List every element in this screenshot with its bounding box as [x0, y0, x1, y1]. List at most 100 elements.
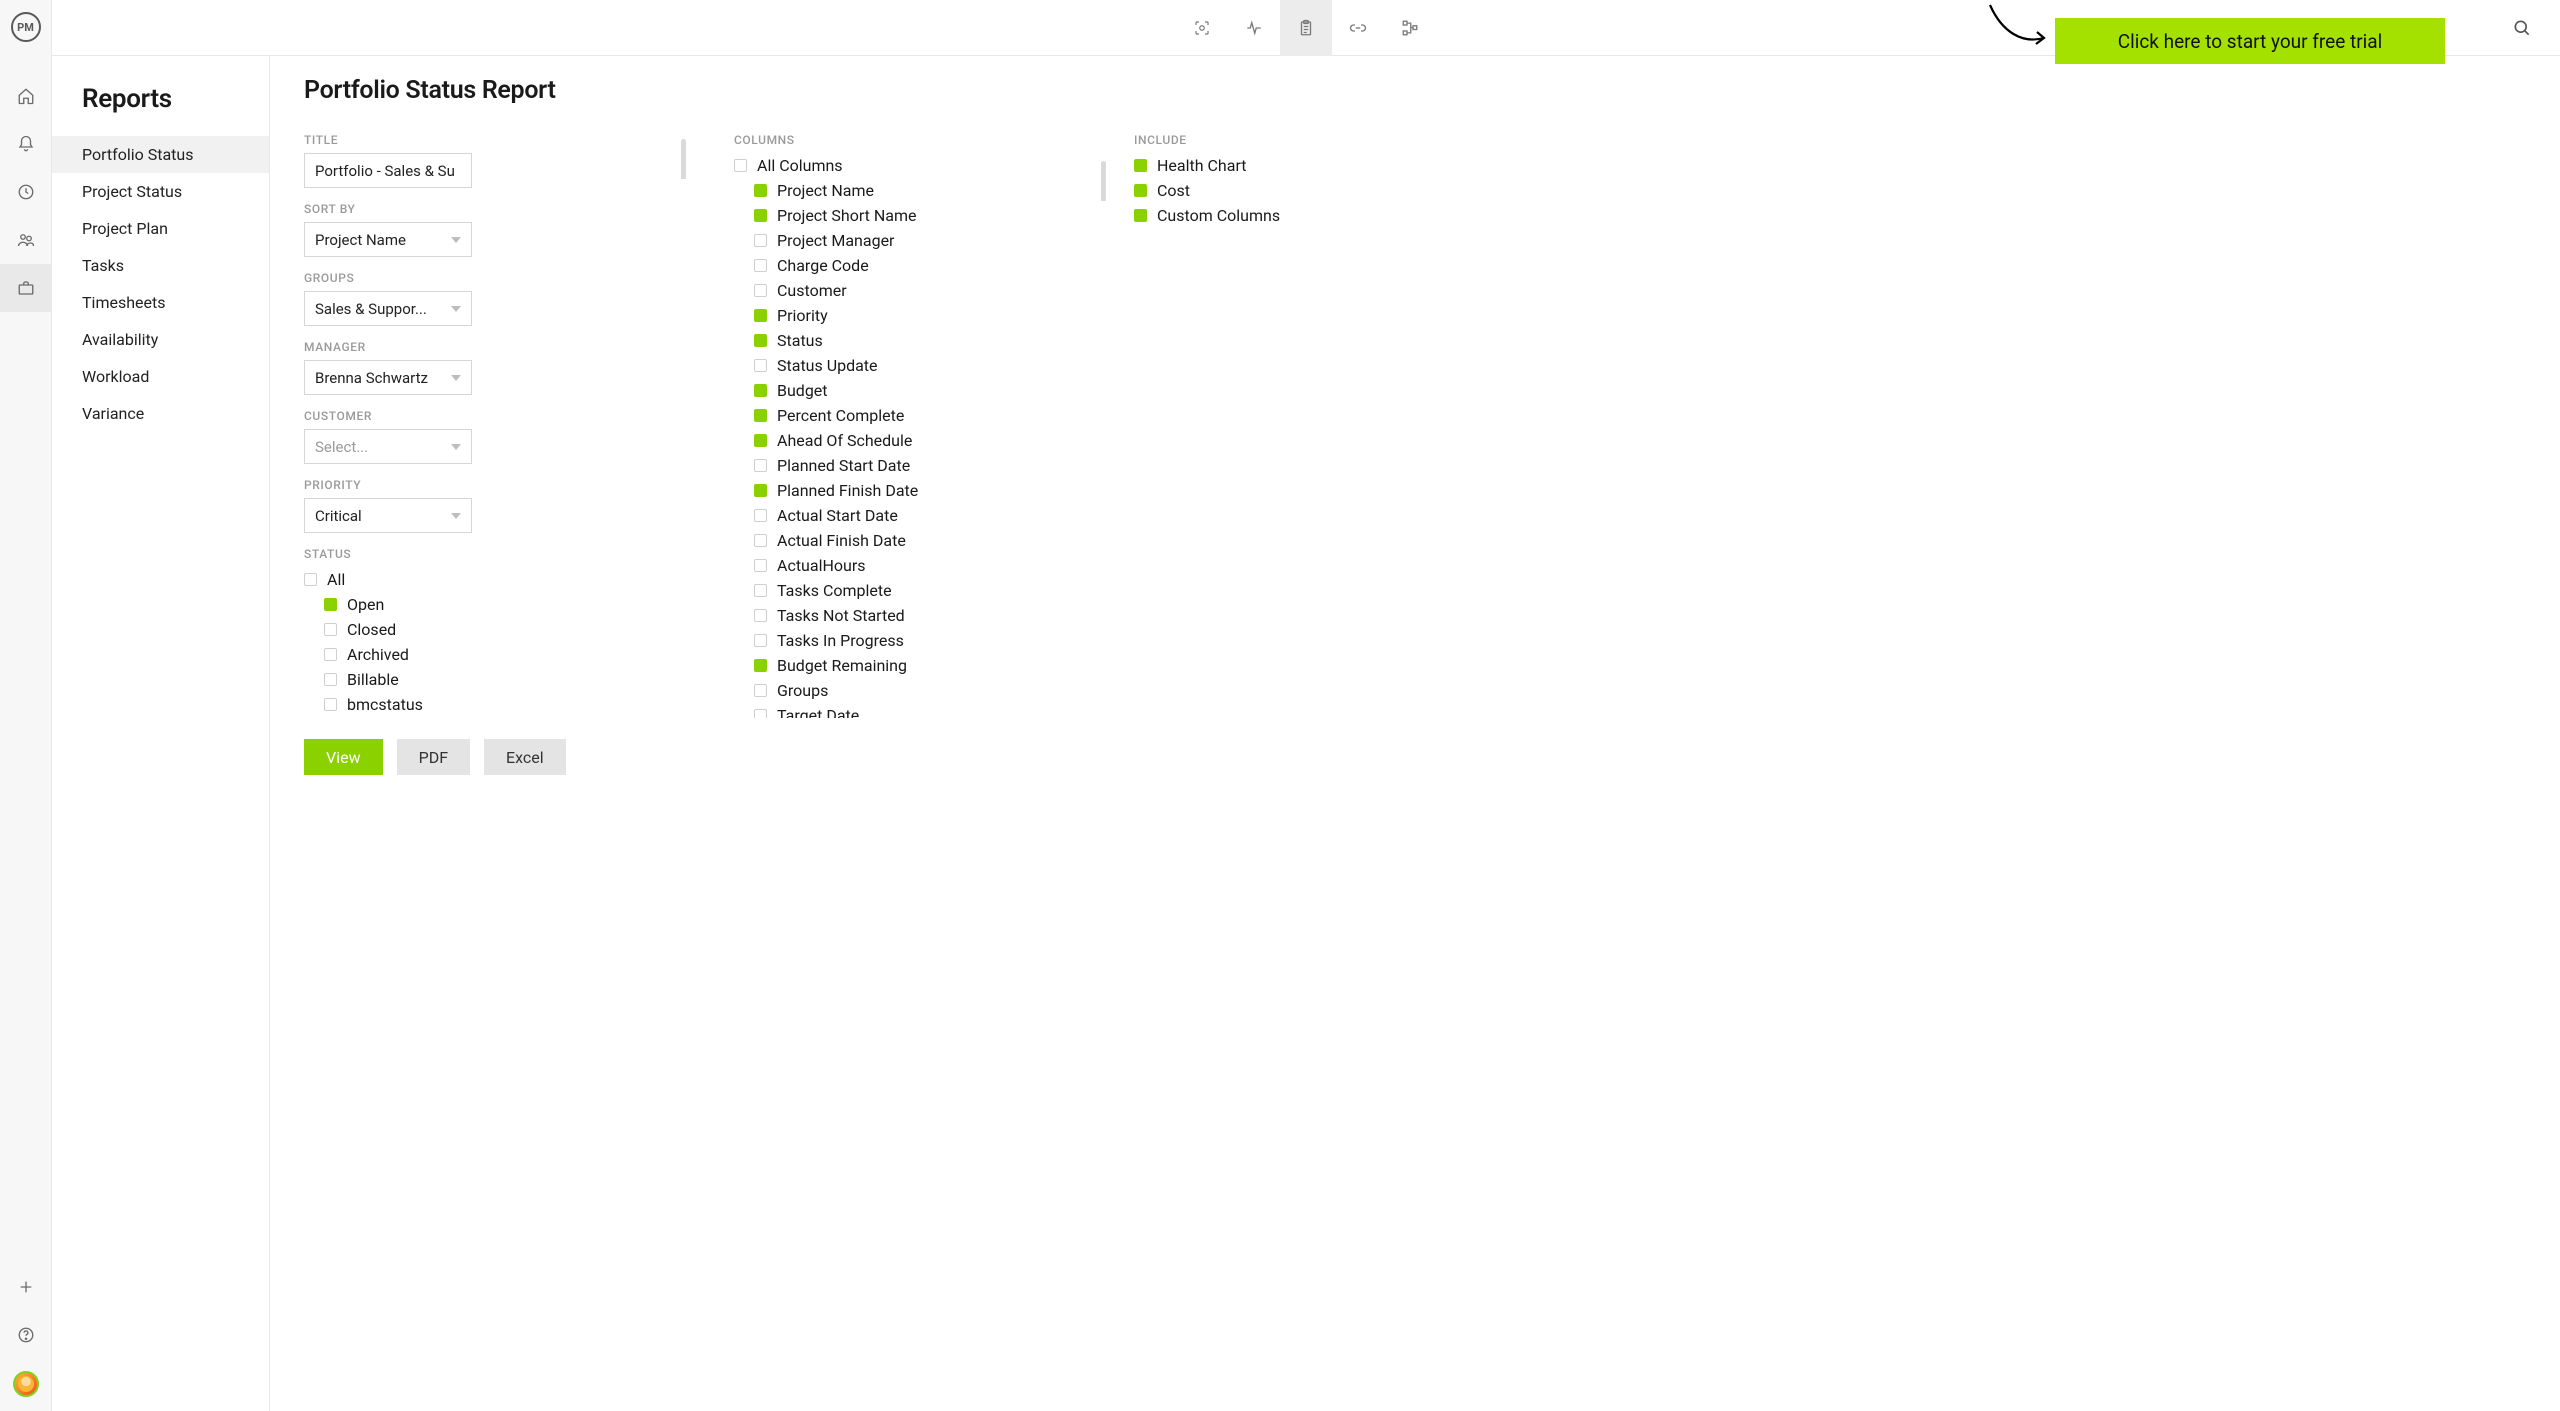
groups-select[interactable]: Sales & Suppor...	[304, 291, 472, 326]
sidebar-item[interactable]: Tasks	[52, 247, 269, 284]
scan-icon[interactable]	[1176, 0, 1228, 56]
checkbox-label: Percent Complete	[777, 406, 904, 425]
checkbox-row[interactable]: Status Update	[734, 353, 1094, 378]
excel-button[interactable]: Excel	[484, 739, 566, 775]
manager-select[interactable]: Brenna Schwartz	[304, 360, 472, 395]
activity-icon[interactable]	[1228, 0, 1280, 56]
checkbox-row[interactable]: Priority	[734, 303, 1094, 328]
checkbox-row[interactable]: Budget Remaining	[734, 653, 1094, 678]
checkbox-row[interactable]: Health Chart	[1134, 153, 1394, 178]
checkbox-label: Planned Start Date	[777, 456, 910, 475]
bell-icon[interactable]	[0, 120, 52, 168]
checkbox-row[interactable]: Archived	[304, 642, 684, 667]
checkbox-row[interactable]: Billable	[304, 667, 684, 692]
checkbox-label: All	[327, 570, 345, 589]
include-panel: INCLUDE Health ChartCostCustom Columns	[1134, 133, 1394, 775]
checkbox-label: Billable	[347, 670, 399, 689]
checkbox-row[interactable]: Project Manager	[734, 228, 1094, 253]
customer-select[interactable]: Select...	[304, 429, 472, 464]
flow-icon[interactable]	[1384, 0, 1436, 56]
checkbox-label: Budget	[777, 381, 828, 400]
checkbox-label: Closed	[347, 620, 396, 639]
checkbox-label: Tasks Not Started	[777, 606, 905, 625]
checkbox-label: Charge Code	[777, 256, 869, 275]
link-icon[interactable]	[1332, 0, 1384, 56]
checkbox-row[interactable]: Open	[304, 592, 684, 617]
checkbox-row[interactable]: Tasks In Progress	[734, 628, 1094, 653]
checkbox-row[interactable]: All Columns	[734, 153, 1094, 178]
home-icon[interactable]	[0, 72, 52, 120]
checkbox-label: Groups	[777, 681, 828, 700]
sidebar-item[interactable]: Project Status	[52, 173, 269, 210]
checkbox-row[interactable]: Planned Start Date	[734, 453, 1094, 478]
checkbox-row[interactable]: Closed	[304, 617, 684, 642]
checkbox-label: Priority	[777, 306, 828, 325]
clipboard-icon[interactable]	[1280, 0, 1332, 56]
people-icon[interactable]	[0, 216, 52, 264]
chevron-down-icon	[451, 237, 461, 243]
checkbox-icon	[754, 384, 767, 397]
checkbox-icon	[1134, 184, 1147, 197]
checkbox-row[interactable]: Project Short Name	[734, 203, 1094, 228]
plus-icon[interactable]	[0, 1263, 52, 1311]
checkbox-row[interactable]: Planned Finish Date	[734, 478, 1094, 503]
checkbox-row[interactable]: bmcstatus	[304, 692, 684, 717]
priority-label: PRIORITY	[304, 478, 684, 492]
sidebar-item[interactable]: Workload	[52, 358, 269, 395]
help-icon[interactable]	[0, 1311, 52, 1359]
reports-sidebar: Reports Portfolio StatusProject StatusPr…	[52, 0, 270, 1411]
sidebar-item[interactable]: Project Plan	[52, 210, 269, 247]
action-buttons: View PDF Excel	[304, 739, 684, 775]
sidebar-item[interactable]: Availability	[52, 321, 269, 358]
checkbox-row[interactable]: Custom Columns	[1134, 203, 1394, 228]
main-content: Portfolio Status Report TITLE Portfolio …	[270, 0, 2560, 1411]
clock-icon[interactable]	[0, 168, 52, 216]
checkbox-icon	[754, 659, 767, 672]
checkbox-row[interactable]: Tasks Complete	[734, 578, 1094, 603]
sidebar-title: Reports	[52, 74, 269, 136]
chevron-down-icon	[451, 513, 461, 519]
checkbox-row[interactable]: Ahead Of Schedule	[734, 428, 1094, 453]
checkbox-icon	[754, 684, 767, 697]
checkbox-row[interactable]: ActualHours	[734, 553, 1094, 578]
checkbox-row[interactable]: Percent Complete	[734, 403, 1094, 428]
checkbox-icon	[754, 284, 767, 297]
checkbox-label: Planned Finish Date	[777, 481, 918, 500]
sidebar-item[interactable]: Timesheets	[52, 284, 269, 321]
search-icon[interactable]	[2502, 0, 2542, 56]
checkbox-row[interactable]: Tasks Not Started	[734, 603, 1094, 628]
user-avatar[interactable]	[13, 1371, 39, 1397]
checkbox-row[interactable]: Actual Start Date	[734, 503, 1094, 528]
checkbox-row[interactable]: Project Name	[734, 178, 1094, 203]
checkbox-row[interactable]: Cost	[1134, 178, 1394, 203]
chevron-down-icon	[451, 444, 461, 450]
checkbox-icon	[754, 509, 767, 522]
brand-logo[interactable]: PM	[11, 12, 41, 42]
checkbox-icon	[754, 634, 767, 647]
checkbox-label: Project Short Name	[777, 206, 916, 225]
checkbox-icon	[324, 698, 337, 711]
checkbox-row[interactable]: Customer	[734, 278, 1094, 303]
checkbox-row[interactable]: Target Date	[734, 703, 1094, 718]
sortby-select[interactable]: Project Name	[304, 222, 472, 257]
checkbox-row[interactable]: Charge Code	[734, 253, 1094, 278]
checkbox-icon	[324, 673, 337, 686]
checkbox-label: Status Update	[777, 356, 878, 375]
checkbox-row[interactable]: Actual Finish Date	[734, 528, 1094, 553]
checkbox-label: Tasks Complete	[777, 581, 892, 600]
checkbox-icon	[324, 623, 337, 636]
view-button[interactable]: View	[304, 739, 383, 775]
checkbox-row[interactable]: Budget	[734, 378, 1094, 403]
checkbox-row[interactable]: Groups	[734, 678, 1094, 703]
sidebar-item[interactable]: Variance	[52, 395, 269, 432]
cta-banner[interactable]: Click here to start your free trial	[2055, 18, 2445, 64]
sidebar-item[interactable]: Portfolio Status	[52, 136, 269, 173]
title-input[interactable]: Portfolio - Sales & Su	[304, 153, 472, 188]
checkbox-icon	[754, 409, 767, 422]
checkbox-row[interactable]: All	[304, 567, 684, 592]
priority-select[interactable]: Critical	[304, 498, 472, 533]
pdf-button[interactable]: PDF	[397, 739, 470, 775]
briefcase-icon[interactable]	[0, 264, 52, 312]
cta-arrow-icon	[1982, 2, 2052, 62]
checkbox-row[interactable]: Status	[734, 328, 1094, 353]
